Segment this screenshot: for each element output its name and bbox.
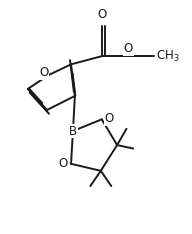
Text: O: O	[124, 42, 133, 55]
Text: O: O	[59, 157, 68, 170]
Text: O: O	[105, 112, 114, 125]
Text: O: O	[97, 7, 106, 21]
Text: B: B	[69, 124, 77, 138]
Text: CH$_3$: CH$_3$	[156, 49, 180, 64]
Text: O: O	[39, 66, 48, 79]
